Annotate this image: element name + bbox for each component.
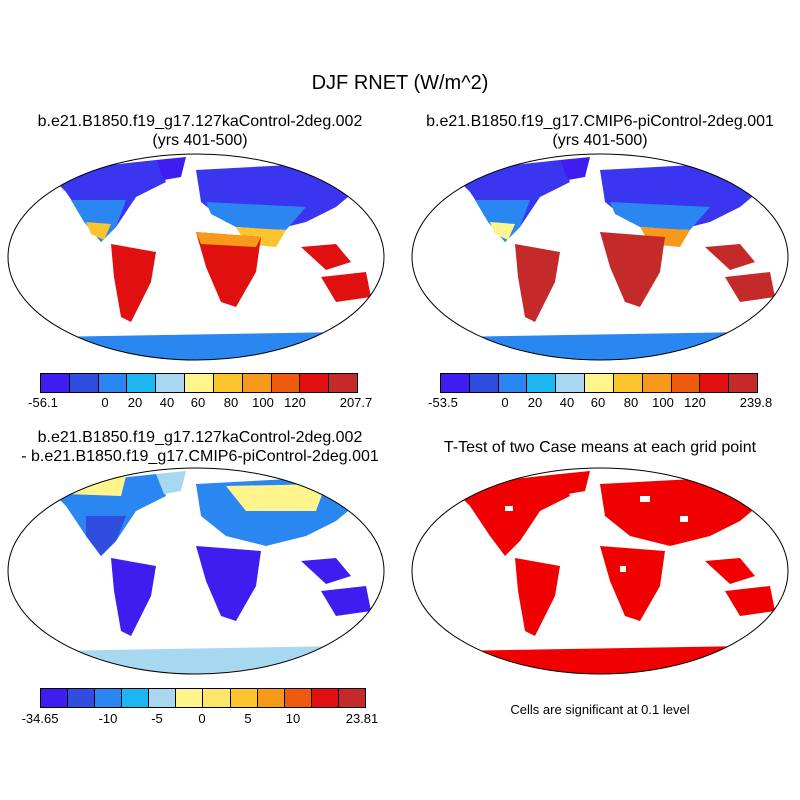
colorbar-box [176,689,204,707]
panel-title-line1: b.e21.B1850.f19_g17.127kaControl-2deg.00… [37,429,363,446]
colorbar-label: 80 [623,395,639,410]
colorbar-labels-pi: -53.5 0 20 40 60 80 100 120 239.8 [400,395,800,411]
colorbar-label: 5 [244,711,252,726]
colorbar-box [122,689,150,707]
colorbar-label: 80 [223,395,239,410]
colorbar-box [642,374,672,392]
colorbar-box [498,374,528,392]
colorbar-box [185,374,214,392]
colorbar-box [613,374,643,392]
colorbar-box [230,689,258,707]
colorbar-box [156,374,186,392]
colorbar-box [729,374,757,392]
colorbar-label: 20 [127,395,143,410]
colorbar-label: 60 [590,395,606,410]
colorbar-label: 239.8 [739,395,773,410]
colorbar-box [98,374,128,392]
colorbar-box [127,374,157,392]
colorbar-label: -5 [151,711,163,726]
colorbar-label: 0 [101,395,109,410]
panel-title-line2: (yrs 401-500) [152,132,248,149]
figure-title: DJF RNET (W/m^2) [311,72,489,94]
panel-title-line1: b.e21.B1850.f19_g17.127kaControl-2deg.00… [37,113,363,130]
colorbar-label: 23.81 [345,711,379,726]
colorbar-box [585,374,614,392]
panel-title-bottom-left: b.e21.B1850.f19_g17.127kaControl-2deg.00… [0,428,400,466]
colorbar-label: 207.7 [339,395,373,410]
colorbar-label: -56.1 [28,395,58,410]
colorbar-labels-difference: -34.65 -10 -5 0 5 10 23.81 [0,711,400,727]
colorbar-label: 10 [285,711,301,726]
panel-title-bottom-right: T-Test of two Case means at each grid po… [400,438,800,457]
significance-note: Cells are significant at 0.1 level [510,702,690,717]
colorbar-box [271,374,301,392]
colorbar-box [469,374,499,392]
colorbar-box [329,374,357,392]
colorbar-labels-127ka: -56.1 0 20 40 60 80 100 120 207.7 [0,395,400,411]
colorbar-box [556,374,586,392]
colorbar-box [95,689,123,707]
map-127ka-control [7,153,385,361]
colorbar-box [671,374,701,392]
panel-title-line1: b.e21.B1850.f19_g17.CMIP6-piControl-2deg… [426,113,774,130]
colorbar-label: 0 [198,711,206,726]
map-significance [411,467,789,675]
colorbar-difference [40,688,366,708]
panel-title-line2: - b.e21.B1850.f19_g17.CMIP6-piControl-2d… [21,448,379,465]
map-pi-control [411,153,789,361]
colorbar-box [300,374,330,392]
colorbar-box [284,689,312,707]
colorbar-box [700,374,730,392]
colorbar-label: 100 [252,395,274,410]
colorbar-box [68,689,96,707]
map-difference [7,467,385,675]
colorbar-box [41,374,70,392]
colorbar-box [338,689,365,707]
panel-title-line1: T-Test of two Case means at each grid po… [443,439,757,456]
colorbar-box [213,374,243,392]
colorbar-box [242,374,272,392]
colorbar-box [69,374,99,392]
colorbar-box [149,689,177,707]
colorbar-label: 20 [527,395,543,410]
colorbar-label: 40 [159,395,175,410]
colorbar-box [441,374,470,392]
colorbar-label: 0 [501,395,509,410]
colorbar-label: 120 [684,395,706,410]
colorbar-box [311,689,339,707]
colorbar-box [527,374,557,392]
colorbar-label: -53.5 [428,395,458,410]
colorbar-box [203,689,231,707]
colorbar-label: 100 [652,395,674,410]
colorbar-label: 60 [190,395,206,410]
colorbar-pi-control [440,373,758,393]
panel-title-line2: (yrs 401-500) [552,132,648,149]
colorbar-label: -10 [98,711,118,726]
panel-title-top-left: b.e21.B1850.f19_g17.127kaControl-2deg.00… [0,112,400,150]
colorbar-label: -34.65 [21,711,59,726]
panel-title-top-right: b.e21.B1850.f19_g17.CMIP6-piControl-2deg… [400,112,800,150]
colorbar-box [41,689,69,707]
colorbar-label: 40 [559,395,575,410]
colorbar-box [257,689,285,707]
colorbar-127ka-control [40,373,358,393]
colorbar-label: 120 [284,395,306,410]
